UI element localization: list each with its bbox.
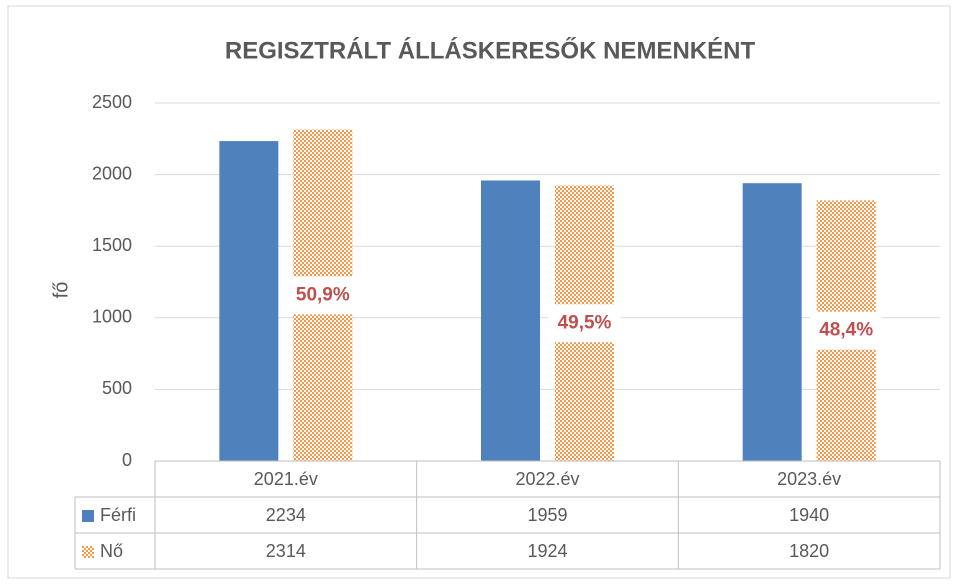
x-tick-label: 2023.év (777, 469, 841, 489)
annotation-box (286, 276, 359, 315)
chart-border (7, 5, 951, 579)
annotation: 50,9% (296, 284, 350, 305)
bar (219, 141, 279, 462)
legend-label: Nő (100, 541, 123, 561)
y-tick-label: 2500 (92, 92, 132, 112)
annotation: 48,4% (819, 320, 873, 341)
annotation-box (548, 304, 621, 343)
y-tick-label: 1500 (92, 235, 132, 255)
annotation-box (810, 311, 883, 350)
y-tick-label: 1000 (92, 307, 132, 327)
table-value: 1924 (527, 541, 567, 561)
bar (481, 180, 540, 462)
legend-swatch (82, 510, 94, 522)
y-tick-label: 0 (122, 450, 132, 470)
y-tick-label: 500 (102, 378, 132, 398)
table-value: 1820 (789, 541, 829, 561)
y-tick-label: 2000 (92, 163, 132, 183)
y-axis-label: fő (50, 282, 72, 299)
table-value: 1959 (527, 505, 567, 525)
annotation: 49,5% (558, 312, 612, 333)
legend-swatch (82, 546, 94, 558)
table-value: 2234 (266, 505, 306, 525)
x-tick-label: 2022.év (515, 469, 579, 489)
bar (742, 183, 802, 461)
table-value: 1940 (789, 505, 829, 525)
chart-title: REGISZTRÁLT ÁLLÁSKERESŐK NEMENKÉNT (225, 36, 756, 64)
x-tick-label: 2021.év (254, 469, 318, 489)
legend-label: Férfi (100, 505, 136, 525)
table-value: 2314 (266, 541, 306, 561)
